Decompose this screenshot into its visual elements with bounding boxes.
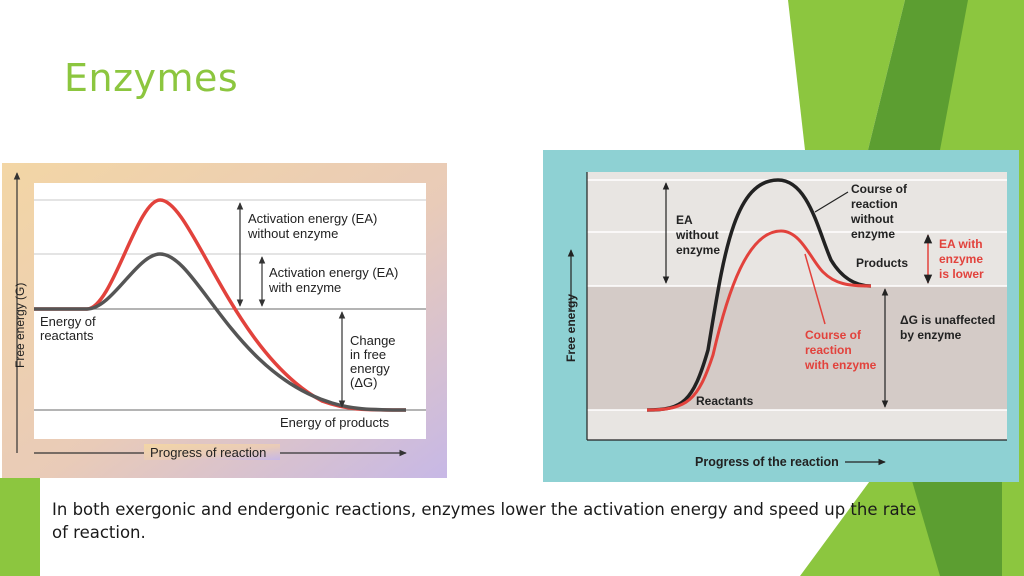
ea-with-label: Activation energy (EA) with enzyme — [268, 265, 402, 295]
ea-without-label: Activation energy (EA) without enzyme — [247, 211, 381, 241]
curve-with-enzyme — [646, 229, 872, 412]
left-green-bar — [0, 478, 40, 576]
products-energy-label: Energy of products — [280, 415, 390, 430]
delta-g-label: Change in free energy (ΔG) — [350, 333, 399, 390]
left-y-axis-label: Free energy (G) — [13, 283, 27, 368]
reactants-label: Reactants — [696, 394, 754, 408]
left-x-axis-label: Progress of reaction — [150, 445, 266, 460]
right-y-axis-label: Free energy — [564, 294, 578, 362]
delta-g-label: ΔG is unaffected by enzyme — [900, 313, 999, 342]
top-right-green-shape — [940, 0, 1024, 150]
right-delta-g-band — [587, 286, 1007, 410]
right-x-axis-label: Progress of the reaction — [695, 455, 839, 469]
left-energy-diagram: Free energy (G) Progress of reaction Act… — [2, 163, 447, 478]
curve-without-enzyme — [646, 178, 872, 412]
slide-caption: In both exergonic and endergonic reactio… — [52, 500, 917, 542]
reactants-energy-label: Energy of reactants — [40, 314, 99, 343]
ea-with-label: EA with enzyme is lower — [939, 237, 986, 281]
products-label: Products — [856, 256, 908, 270]
right-energy-diagram: Free energy Progress of the reaction EA … — [543, 150, 1019, 482]
course-without-label: Course of reaction without enzyme — [850, 182, 910, 241]
curve-with-enzyme — [34, 252, 407, 412]
top-green-shape — [788, 0, 905, 150]
slide-title: Enzymes — [64, 56, 239, 100]
ea-without-label: EA without enzyme — [675, 213, 722, 257]
left-plot-area — [34, 183, 426, 439]
course-with-label: Course of reaction with enzyme — [804, 328, 877, 372]
